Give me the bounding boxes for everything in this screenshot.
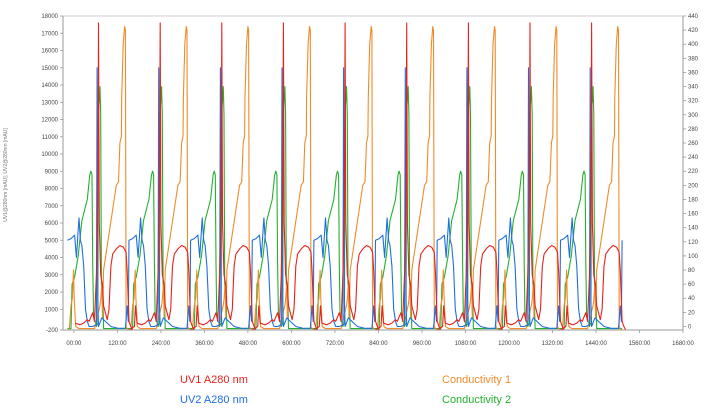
x-tick-label: 120:00 [108, 341, 127, 347]
y-tick-label: 7000 [45, 204, 59, 210]
x-tick-label: 00:00 [66, 341, 82, 347]
series-line-conductivity-2 [67, 86, 623, 330]
y2-tick-label: 40 [688, 296, 695, 302]
y2-tick-label: 0 [688, 324, 692, 330]
y-tick-label: 15000 [41, 66, 58, 72]
y2-tick-label: 100 [688, 254, 699, 260]
y-tick-label: 1000 [45, 307, 59, 313]
y-tick-label: 5000 [45, 238, 59, 244]
legend-uv2: UV2 A280 nm [180, 394, 248, 406]
x-tick-label: 240:00 [152, 341, 171, 347]
y2-tick-label: 120 [688, 240, 699, 246]
y-tick-label: 11000 [42, 135, 59, 141]
y2-tick-label: 360 [688, 70, 699, 76]
series-layer [67, 22, 628, 331]
y2-tick-label: 60 [688, 282, 695, 288]
y2-tick-label: 240 [688, 155, 699, 161]
x-tick-label: 1560:00 [629, 341, 651, 347]
y-tick-label: 13000 [41, 100, 58, 106]
x-tick-label: 1200:00 [498, 341, 520, 347]
series-line-uv1-a280-nm [75, 22, 628, 331]
y-tick-label: 14000 [41, 83, 58, 89]
y2-tick-label: 340 [688, 85, 699, 91]
x-tick-label: 360:00 [195, 341, 214, 347]
x-tick-label: 960:00 [413, 341, 432, 347]
y2-tick-label: 420 [688, 28, 699, 34]
x-tick-label: 600:00 [282, 341, 301, 347]
y2-tick-label: 380 [688, 56, 699, 62]
y-tick-label: 12000 [41, 118, 58, 124]
y2-tick-label: 280 [688, 127, 699, 133]
y2-tick-label: 300 [688, 113, 699, 119]
legend-conductivity1: Conductivity 1 [442, 374, 511, 386]
y-tick-label: 17000 [41, 31, 58, 37]
legend-conductivity1-label: Conductivity 1 [442, 374, 512, 386]
y-tick-label: 6000 [45, 221, 59, 227]
x-tick-label: 720:00 [326, 341, 345, 347]
x-tick-label: 1440:00 [585, 341, 607, 347]
series-line-uv2-a280-nm [67, 67, 623, 329]
legend-uv1-label: UV1 A280 nm [180, 374, 248, 386]
y-tick-label: 16000 [41, 49, 58, 55]
y-tick-label: 2000 [45, 290, 59, 296]
x-tick-label: 480:00 [239, 341, 258, 347]
y2-tick-label: 440 [688, 14, 699, 20]
y2-tick-label: 20 [688, 310, 695, 316]
y2-tick-label: 400 [688, 42, 699, 48]
y-tick-label: 18000 [41, 14, 58, 20]
legend-conductivity2: Conductivity 2 [442, 394, 511, 406]
y2-tick-label: 180 [688, 197, 699, 203]
y2-tick-label: 80 [688, 268, 695, 274]
y-tick-label: 8000 [45, 187, 59, 193]
y2-tick-label: 160 [688, 212, 699, 218]
y2-tick-label: 220 [688, 169, 699, 175]
legend-uv2-label: UV2 A280 nm [180, 394, 248, 406]
y2-tick-label: 140 [688, 226, 699, 232]
y-tick-label: 10000 [41, 152, 58, 158]
y-axis-label: UV1@280nm [mAU]; UV2@280nm [mAU] [3, 128, 9, 222]
legend-conductivity2-label: Conductivity 2 [442, 394, 512, 406]
y-tick-label: 9000 [45, 169, 59, 175]
x-tick-label: 840:00 [369, 341, 388, 347]
y-tick-label: -200 [46, 328, 59, 334]
x-tick-label: 1680:00 [672, 341, 694, 347]
y2-tick-label: 260 [688, 141, 699, 147]
y2-tick-label: 320 [688, 99, 699, 105]
axes: -200100020003000400050006000700080009000… [41, 14, 698, 347]
y2-tick-label: 200 [688, 183, 699, 189]
y-tick-label: 3000 [45, 273, 59, 279]
x-tick-label: 1080:00 [455, 341, 477, 347]
legend-uv1: UV1 A280 nm [180, 374, 248, 386]
y-tick-label: 4000 [45, 256, 59, 262]
x-tick-label: 1320:00 [542, 341, 564, 347]
